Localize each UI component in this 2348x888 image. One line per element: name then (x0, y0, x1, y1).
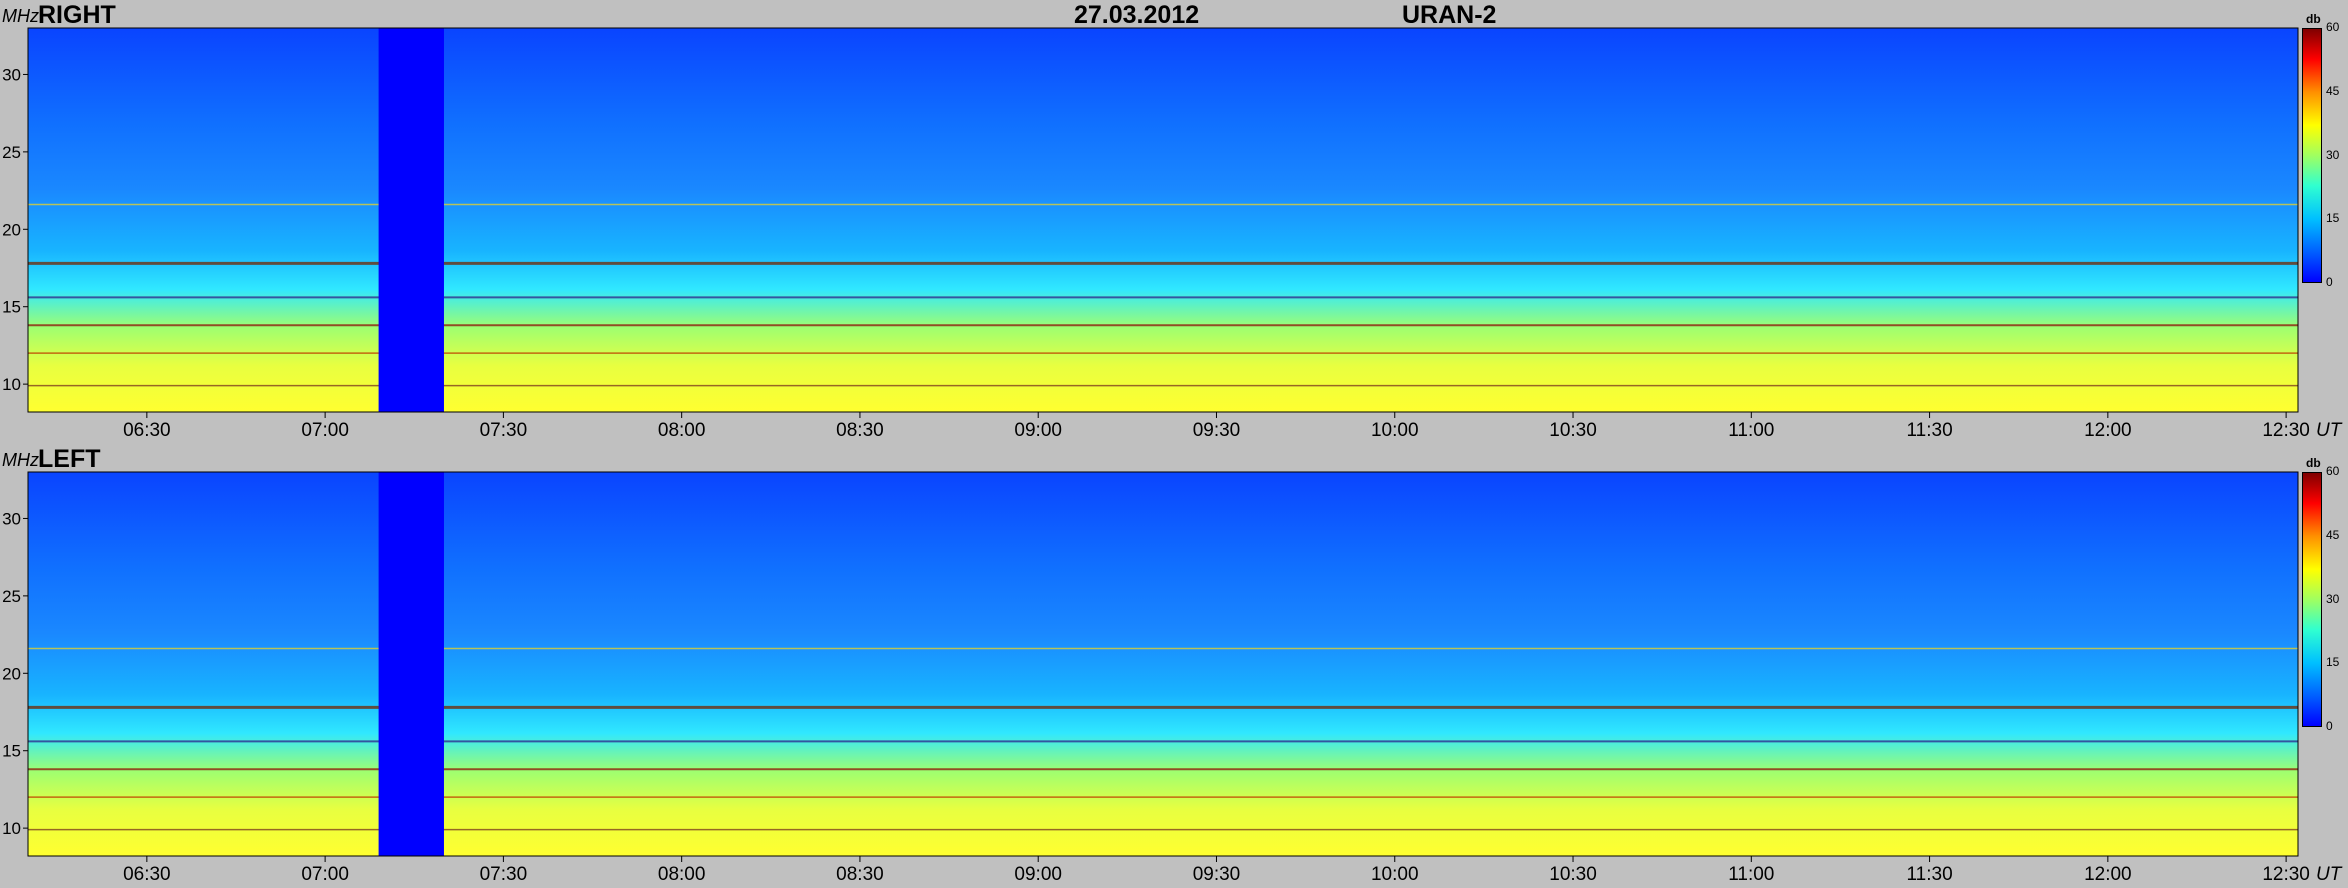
spectrogram-svg: 06:30 07:00 07:30 08:00 08:30 09:00 09:30 10:00… (2, 471, 2343, 885)
spectrogram-plot: 06:30 07:00 07:30 08:00 08:30 09:00 09:30 10:00… (2, 471, 2343, 885)
y-tick-label: 15 (2, 298, 21, 317)
y-axis-unit-label: MHz (2, 450, 39, 470)
colorbar-tick-label: 0 (2326, 275, 2333, 289)
y-tick-label: 25 (2, 143, 21, 162)
spectrogram-plot: 06:30 07:00 07:30 08:00 08:30 09:00 09:30 10:00… (2, 27, 2343, 441)
y-tick-label: 20 (2, 664, 21, 683)
colorbar-tick-label: 45 (2326, 83, 2340, 98)
x-tick-label: 11:30 (1907, 864, 1953, 885)
x-tick-label: 07:30 (480, 864, 528, 885)
data-gap (378, 28, 444, 412)
colorbar-tick-label: 60 (2326, 20, 2340, 34)
x-axis-label: UT (2316, 864, 2343, 885)
x-tick-label: 06:30 (123, 864, 171, 885)
spectrogram-panel-right: MHz RIGHT 27.03.2012 URAN-2 06:30 07:00 07… (2, 1, 2343, 441)
x-tick-label: 12:00 (2084, 420, 2132, 441)
y-tick-label: 20 (2, 220, 21, 239)
x-tick-label: 08:30 (836, 420, 884, 441)
spectrogram-svg: 06:30 07:00 07:30 08:00 08:30 09:00 09:30 10:00… (2, 27, 2343, 441)
colorbar-label: db (2306, 456, 2321, 470)
x-tick-label: 10:30 (1549, 420, 1597, 441)
x-tick-label: 10:00 (1371, 420, 1419, 441)
x-tick-label: 12:30 (2262, 864, 2310, 885)
colorbar-tick-label: 30 (2326, 591, 2340, 606)
spectrogram-panel-left: MHz LEFT 06:30 07:00 07:30 08:00 08:30 09:00 0… (0, 444, 2348, 888)
y-tick-label: 25 (2, 587, 21, 606)
x-tick-label: 09:30 (1193, 420, 1241, 441)
spectrogram-background (28, 28, 2298, 412)
x-tick-label: 11:00 (1728, 420, 1774, 441)
x-tick-label: 08:00 (658, 864, 706, 885)
y-axis-unit-label: MHz (2, 6, 39, 26)
date-label: 27.03.2012 (1074, 1, 1200, 29)
colorbar-tick-label: 60 (2326, 464, 2340, 478)
colorbar-tick-label: 15 (2326, 211, 2340, 226)
x-tick-label: 09:00 (1014, 864, 1062, 885)
x-tick-label: 08:30 (836, 864, 884, 885)
x-tick-label: 07:00 (301, 420, 349, 441)
y-tick-label: 10 (2, 819, 21, 838)
plot-frame (27, 471, 2299, 857)
x-tick-label: 09:00 (1014, 420, 1062, 441)
x-tick-label: 06:30 (123, 420, 171, 441)
instrument-label: URAN-2 (1402, 1, 1497, 29)
colorbar-tick-label: 45 (2326, 527, 2340, 542)
x-tick-label: 08:00 (658, 420, 706, 441)
y-tick-label: 30 (2, 65, 21, 84)
panel-title: RIGHT (38, 1, 116, 29)
spectrogram-background (28, 472, 2298, 856)
data-gap (378, 472, 444, 856)
colorbar (2302, 472, 2322, 727)
colorbar-tick-label: 15 (2326, 655, 2340, 670)
plot-frame (27, 27, 2299, 413)
x-axis-label: UT (2316, 420, 2343, 441)
x-tick-label: 09:30 (1193, 864, 1241, 885)
x-tick-label: 07:30 (480, 420, 528, 441)
colorbar-label: db (2306, 12, 2321, 26)
y-tick-label: 30 (2, 509, 21, 528)
x-tick-label: 12:00 (2084, 864, 2132, 885)
colorbar-tick-label: 0 (2326, 719, 2333, 733)
x-tick-label: 11:30 (1907, 420, 1953, 441)
colorbar (2302, 28, 2322, 283)
y-tick-label: 15 (2, 742, 21, 761)
panel-title: LEFT (38, 445, 101, 473)
x-tick-label: 11:00 (1728, 864, 1774, 885)
x-tick-label: 07:00 (301, 864, 349, 885)
x-tick-label: 12:30 (2262, 420, 2310, 441)
x-tick-label: 10:30 (1549, 864, 1597, 885)
x-tick-label: 10:00 (1371, 864, 1419, 885)
colorbar-tick-label: 30 (2326, 147, 2340, 162)
y-tick-label: 10 (2, 375, 21, 394)
